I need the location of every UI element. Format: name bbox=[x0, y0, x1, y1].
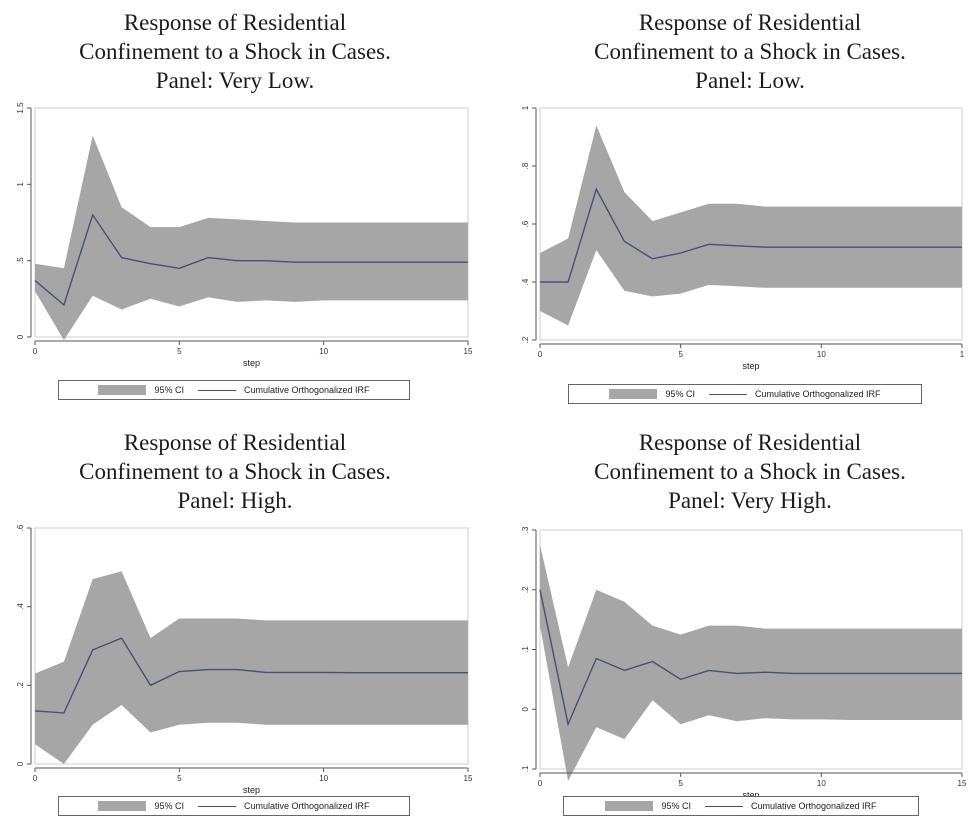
x-tick-label: 10 bbox=[319, 774, 328, 783]
title-line: Confinement to a Shock in Cases. bbox=[79, 459, 391, 484]
ci-band bbox=[540, 125, 962, 326]
title-line: Panel: High. bbox=[177, 488, 293, 513]
y-tick-label: .6 bbox=[16, 524, 25, 531]
irf-line-icon bbox=[704, 805, 743, 807]
y-tick-label: .5 bbox=[16, 257, 25, 264]
y-tick-label: .2 bbox=[521, 336, 530, 343]
y-tick-label: .1 bbox=[521, 765, 530, 772]
legend-item-irf: Cumulative Orthogonalized IRF bbox=[708, 389, 881, 399]
ci-swatch-icon bbox=[605, 801, 654, 811]
panel-title: Response of Residential Confinement to a… bbox=[535, 8, 965, 95]
title-line: Panel: Very High. bbox=[668, 488, 832, 513]
x-tick-label: 0 bbox=[538, 350, 543, 359]
x-tick-label: 15 bbox=[958, 779, 967, 788]
x-tick-label: 15 bbox=[464, 347, 473, 356]
legend-item-ci: 95% CI bbox=[605, 801, 691, 811]
x-tick-label: 5 bbox=[177, 347, 182, 356]
ci-swatch-icon bbox=[98, 801, 147, 811]
legend-item-irf: Cumulative Orthogonalized IRF bbox=[704, 801, 877, 811]
y-tick-label: .6 bbox=[521, 220, 530, 227]
legend-ci-label: 95% CI bbox=[154, 801, 184, 811]
x-axis-title: step bbox=[243, 358, 260, 368]
x-axis-title: step bbox=[742, 790, 759, 800]
title-line: Response of Residential bbox=[123, 10, 347, 35]
irf-chart-very-high: .1 0 .1 .2 .3 0 5 10 15 step bbox=[521, 526, 967, 800]
title-line: Panel: Very Low. bbox=[155, 68, 315, 93]
y-tick-label: .3 bbox=[521, 526, 530, 533]
legend-item-ci: 95% CI bbox=[98, 801, 184, 811]
y-tick-label: 0 bbox=[521, 706, 530, 711]
irf-line bbox=[540, 187, 962, 283]
x-tick-label: 0 bbox=[538, 779, 543, 788]
legend-irf-label: Cumulative Orthogonalized IRF bbox=[750, 801, 877, 811]
x-axis-title: step bbox=[742, 361, 759, 371]
title-line: Confinement to a Shock in Cases. bbox=[79, 39, 391, 64]
panel-title: Response of Residential Confinement to a… bbox=[20, 8, 450, 95]
x-tick-label: 15 bbox=[464, 774, 473, 783]
legend: 95% CI Cumulative Orthogonalized IRF bbox=[58, 380, 410, 400]
title-line: Response of Residential bbox=[638, 430, 862, 455]
x-tick-label: 0 bbox=[33, 347, 38, 356]
ci-band bbox=[35, 135, 468, 341]
legend-ci-label: 95% CI bbox=[154, 385, 184, 395]
x-tick-label: 5 bbox=[177, 774, 182, 783]
irf-chart-high: 0 .2 .4 .6 0 5 10 15 step bbox=[16, 524, 473, 795]
x-tick-label: 10 bbox=[817, 779, 826, 788]
panel-title: Response of Residential Confinement to a… bbox=[20, 428, 450, 515]
ci-swatch-icon bbox=[609, 389, 658, 399]
y-tick-label: .8 bbox=[521, 162, 530, 169]
title-line: Response of Residential bbox=[638, 10, 862, 35]
legend-item-ci: 95% CI bbox=[98, 385, 184, 395]
x-tick-label: 10 bbox=[319, 347, 328, 356]
title-line: Confinement to a Shock in Cases. bbox=[594, 39, 906, 64]
y-tick-label: .2 bbox=[16, 681, 25, 688]
legend-irf-label: Cumulative Orthogonalized IRF bbox=[243, 385, 370, 395]
legend-item-irf: Cumulative Orthogonalized IRF bbox=[197, 801, 370, 811]
ci-band bbox=[540, 544, 962, 781]
irf-line-icon bbox=[197, 805, 236, 807]
ci-swatch-icon bbox=[98, 385, 147, 395]
legend-irf-label: Cumulative Orthogonalized IRF bbox=[243, 801, 370, 811]
legend: 95% CI Cumulative Orthogonalized IRF bbox=[563, 796, 919, 816]
y-tick-label: 0 bbox=[16, 761, 25, 766]
title-line: Response of Residential bbox=[123, 430, 347, 455]
y-tick-label: 0 bbox=[16, 334, 25, 339]
x-axis-title: step bbox=[243, 785, 260, 795]
y-tick-label: .4 bbox=[16, 603, 25, 610]
irf-line bbox=[539, 589, 962, 727]
legend-item-irf: Cumulative Orthogonalized IRF bbox=[197, 385, 370, 395]
irf-line bbox=[34, 637, 468, 714]
x-tick-label: 5 bbox=[678, 350, 683, 359]
y-tick-label: 1 bbox=[16, 182, 25, 187]
legend-irf-label: Cumulative Orthogonalized IRF bbox=[754, 389, 881, 399]
irf-line-icon bbox=[197, 389, 236, 391]
legend: 95% CI Cumulative Orthogonalized IRF bbox=[58, 796, 410, 816]
panel-title: Response of Residential Confinement to a… bbox=[535, 428, 965, 515]
legend-ci-label: 95% CI bbox=[665, 389, 695, 399]
title-line: Confinement to a Shock in Cases. bbox=[594, 459, 906, 484]
y-tick-label: .2 bbox=[521, 586, 530, 593]
x-tick-label: 5 bbox=[678, 779, 683, 788]
ci-band bbox=[35, 571, 468, 764]
irf-chart-very-low: 0 .5 1 1.5 0 5 10 15 step bbox=[16, 102, 473, 368]
y-tick-label: 1 bbox=[521, 105, 530, 110]
x-tick-label: 1 bbox=[960, 350, 965, 359]
legend: 95% CI Cumulative Orthogonalized IRF bbox=[568, 384, 922, 404]
y-tick-label: .4 bbox=[521, 278, 530, 285]
y-tick-label: 1.5 bbox=[16, 102, 25, 114]
x-tick-label: 0 bbox=[33, 774, 38, 783]
y-tick-label: .1 bbox=[521, 646, 530, 653]
irf-line-icon bbox=[708, 393, 747, 395]
title-line: Panel: Low. bbox=[695, 68, 805, 93]
legend-ci-label: 95% CI bbox=[661, 801, 691, 811]
legend-item-ci: 95% CI bbox=[609, 389, 695, 399]
x-tick-label: 10 bbox=[817, 350, 826, 359]
irf-line bbox=[34, 213, 468, 307]
